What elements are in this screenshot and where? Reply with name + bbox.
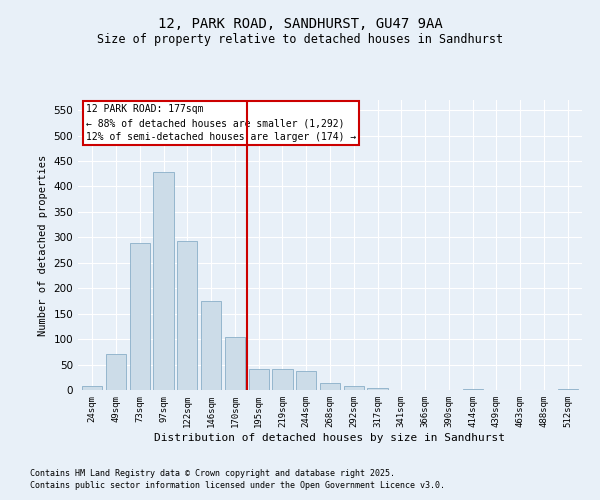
Bar <box>130 243 150 390</box>
Bar <box>225 336 245 390</box>
Bar <box>201 301 221 390</box>
Bar <box>82 386 103 390</box>
Bar <box>463 389 483 390</box>
Bar <box>272 368 293 390</box>
Text: Contains HM Land Registry data © Crown copyright and database right 2025.: Contains HM Land Registry data © Crown c… <box>30 468 395 477</box>
Bar <box>154 172 173 390</box>
Bar <box>296 370 316 390</box>
Y-axis label: Number of detached properties: Number of detached properties <box>38 154 48 336</box>
Bar <box>177 241 197 390</box>
Bar <box>367 388 388 390</box>
Bar <box>344 386 364 390</box>
Bar <box>248 368 269 390</box>
Bar <box>320 383 340 390</box>
Bar <box>557 389 578 390</box>
Text: Size of property relative to detached houses in Sandhurst: Size of property relative to detached ho… <box>97 32 503 46</box>
X-axis label: Distribution of detached houses by size in Sandhurst: Distribution of detached houses by size … <box>155 432 505 442</box>
Text: 12, PARK ROAD, SANDHURST, GU47 9AA: 12, PARK ROAD, SANDHURST, GU47 9AA <box>158 18 442 32</box>
Text: 12 PARK ROAD: 177sqm
← 88% of detached houses are smaller (1,292)
12% of semi-de: 12 PARK ROAD: 177sqm ← 88% of detached h… <box>86 104 356 142</box>
Bar <box>106 354 126 390</box>
Text: Contains public sector information licensed under the Open Government Licence v3: Contains public sector information licen… <box>30 481 445 490</box>
